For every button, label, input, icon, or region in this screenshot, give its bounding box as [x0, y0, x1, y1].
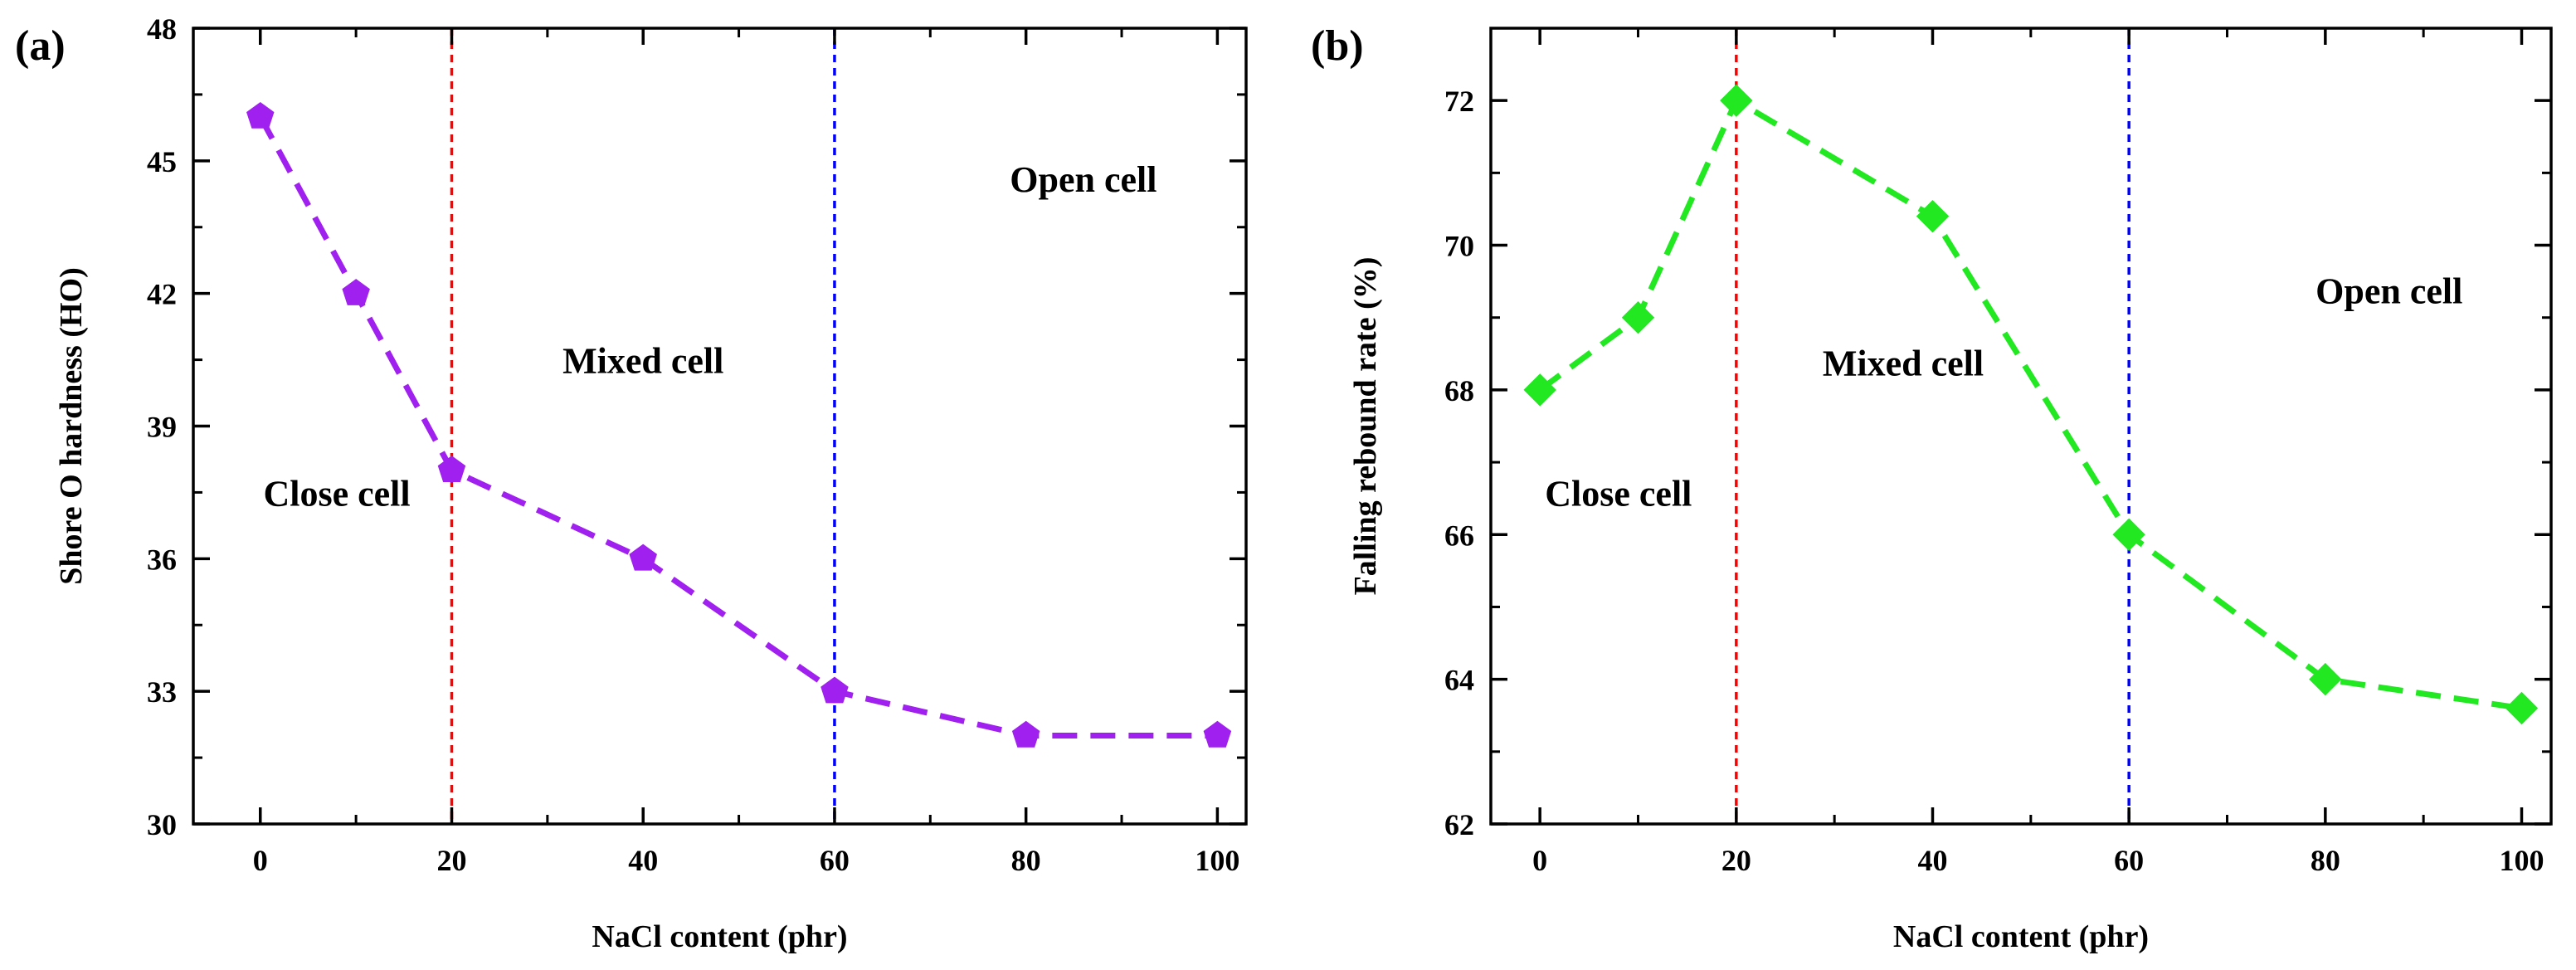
- x-tick-label: 40: [1918, 844, 1948, 877]
- y-tick-label: 30: [147, 808, 177, 841]
- y-tick-label: 48: [147, 12, 177, 46]
- chart-panel-a: (a) 0 20 40 60 80 100 30 33 36 39 42 45 48 NaCl conten…: [15, 12, 1248, 954]
- data-point-marker: [629, 543, 657, 571]
- region-label: Mixed cell: [1823, 343, 1984, 383]
- data-point-marker: [2112, 518, 2145, 551]
- x-tick-label: 100: [1195, 844, 1239, 877]
- series-line: [257, 115, 1218, 738]
- y-tick-label: 42: [147, 278, 177, 311]
- x-tick-label: 40: [628, 844, 658, 877]
- region-label: Mixed cell: [562, 341, 723, 382]
- x-tick-label: 0: [1532, 844, 1547, 877]
- y-axis-title: Shore O hardness (HO): [54, 267, 89, 585]
- x-tick-label: 60: [820, 844, 850, 877]
- x-tick-label: 80: [1011, 844, 1041, 877]
- data-point-marker: [1916, 199, 1950, 233]
- data-point-marker: [821, 676, 849, 704]
- y-tick-label: 39: [147, 411, 177, 444]
- plot-frame: [192, 27, 1248, 826]
- y-tick-label: 62: [1444, 808, 1474, 841]
- region-label: Open cell: [1010, 159, 1157, 200]
- x-tick-label: 20: [1721, 844, 1751, 877]
- x-tick-label: 20: [436, 844, 466, 877]
- chart-panel-b: (b) 0 20 40 60 80 100 62 64 66 68 70 72 NaCl content …: [1311, 22, 2553, 954]
- panel-label: (b): [1311, 22, 1364, 70]
- y-tick-label: 45: [147, 145, 177, 178]
- y-tick-label: 68: [1444, 374, 1474, 407]
- data-point-marker: [1011, 720, 1040, 748]
- y-tick-label: 72: [1444, 85, 1474, 118]
- region-label: Open cell: [2315, 271, 2462, 311]
- x-tick-label: 60: [2114, 844, 2144, 877]
- data-point-marker: [1720, 84, 1753, 117]
- data-point-marker: [2309, 662, 2342, 696]
- x-axis-title: NaCl content (phr): [592, 919, 847, 954]
- y-tick-label: 36: [147, 543, 177, 576]
- y-tick-label: 64: [1444, 664, 1474, 697]
- data-point-marker: [1203, 720, 1232, 748]
- x-tick-label: 100: [2500, 844, 2544, 877]
- y-tick-label: 66: [1444, 519, 1474, 552]
- region-label: Close cell: [1545, 473, 1692, 514]
- y-tick-label: 70: [1444, 230, 1474, 263]
- panel-label: (a): [15, 22, 66, 70]
- plot-frame: [1489, 27, 2553, 826]
- y-axis-title: Falling rebound rate (%): [1348, 257, 1383, 596]
- region-label: Close cell: [263, 473, 410, 514]
- data-point-marker: [342, 279, 370, 305]
- data-point-marker: [2505, 691, 2539, 725]
- data-point-marker: [1523, 373, 1556, 407]
- x-tick-label: 80: [2311, 844, 2340, 877]
- x-axis-title: NaCl content (phr): [1893, 919, 2149, 954]
- series-line: [1538, 97, 2523, 711]
- data-point-marker: [437, 456, 466, 482]
- data-point-marker: [246, 101, 275, 129]
- data-point-marker: [1621, 301, 1655, 334]
- y-tick-label: 33: [147, 675, 177, 709]
- x-tick-label: 0: [253, 844, 268, 877]
